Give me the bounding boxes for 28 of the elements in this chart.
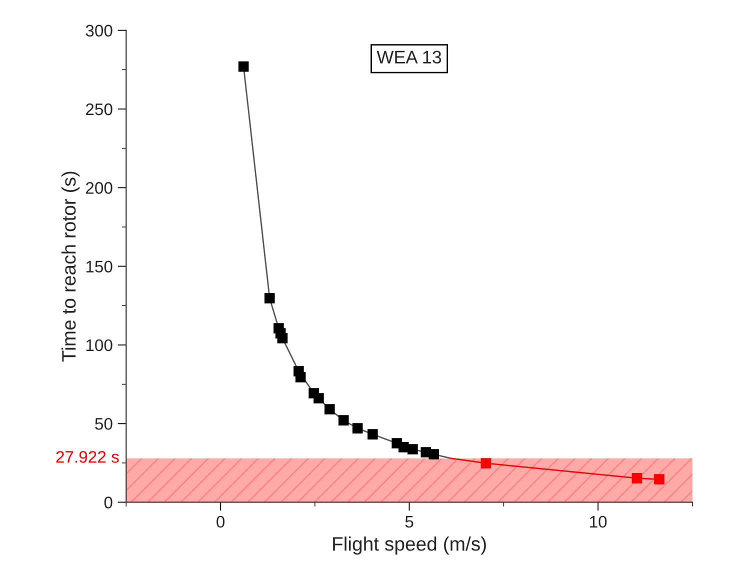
x-tick-label: 0 bbox=[216, 516, 225, 528]
text: WEA 13 bbox=[376, 50, 442, 64]
x-tick-label: 10 bbox=[590, 516, 607, 528]
y-tick-label: 250 bbox=[86, 103, 112, 116]
point bbox=[295, 372, 306, 382]
band-label: 27.922 s bbox=[56, 450, 119, 463]
y-tick-label: 150 bbox=[86, 260, 112, 273]
point bbox=[368, 429, 378, 440]
point bbox=[408, 444, 418, 454]
point bbox=[632, 473, 642, 484]
x-axis-title: Flight speed (m/s) bbox=[333, 536, 486, 555]
y-axis-title: Time to reach rotor (s) bbox=[61, 172, 80, 362]
point bbox=[352, 423, 363, 434]
point bbox=[238, 61, 249, 72]
y-tick-label: 50 bbox=[95, 418, 112, 430]
y-tick-label: 200 bbox=[86, 182, 112, 194]
point bbox=[264, 293, 275, 304]
y-tick-label: 100 bbox=[86, 339, 112, 352]
x-tick-label: 5 bbox=[405, 516, 414, 528]
point bbox=[277, 333, 288, 344]
point bbox=[428, 449, 439, 460]
point bbox=[654, 474, 664, 484]
y-tick-label: 300 bbox=[86, 24, 112, 37]
point bbox=[324, 404, 335, 414]
point bbox=[314, 393, 324, 404]
point bbox=[338, 415, 349, 426]
point bbox=[480, 458, 492, 468]
y-tick-label: 0 bbox=[104, 496, 112, 508]
